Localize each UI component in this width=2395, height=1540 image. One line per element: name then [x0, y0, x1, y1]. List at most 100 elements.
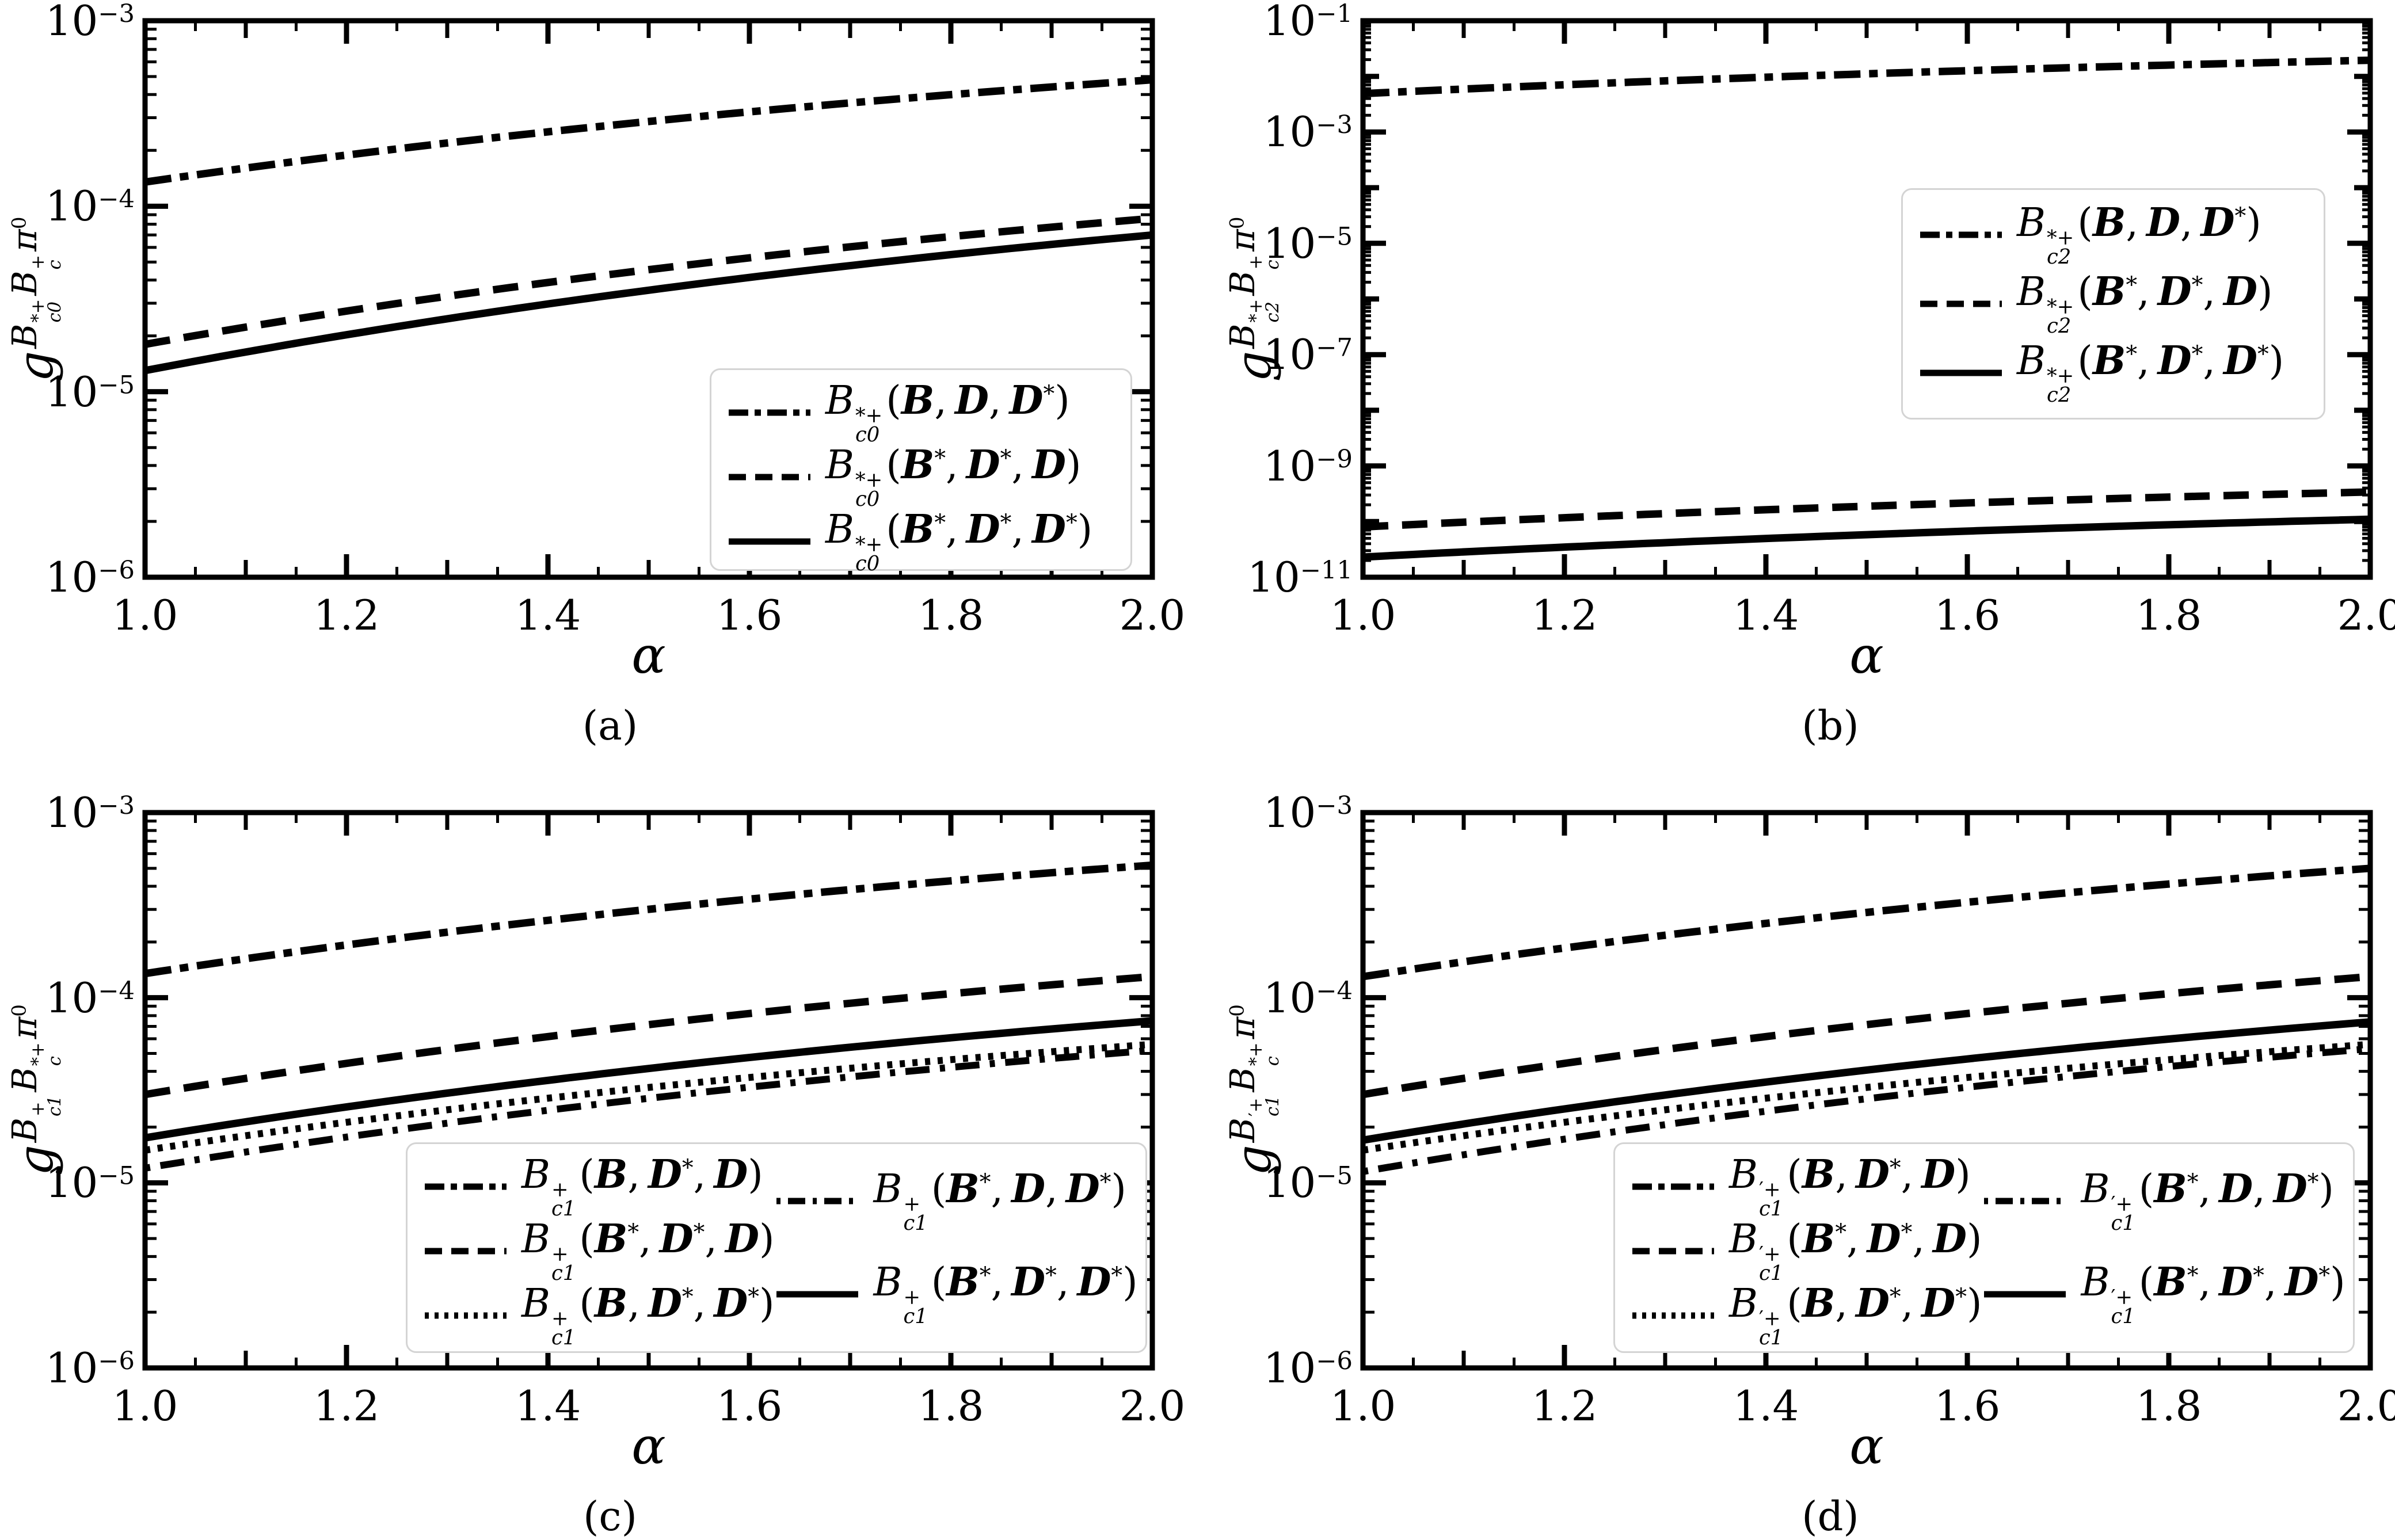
y-tick-label: 10−6: [1263, 1344, 1353, 1392]
legend-entry: B + c1 (B, D*, D): [422, 1154, 774, 1219]
legend-column: B ′+ c1 (B, D*, D) B ′+ c1 (B*, D*, D) B ′+ c1 (B, D*, D*…: [1630, 1152, 1982, 1348]
panel-d: [1360, 810, 2373, 1371]
legend-label: B ′+ c1 (B, D*, D): [1729, 1152, 1971, 1221]
legend-label: B ′+ c1 (B*, D*, D*): [2081, 1259, 2345, 1329]
legend-entry: B *+ c2 (B, D, D*): [1918, 200, 2309, 269]
legend-line-sample-dashed: [729, 474, 810, 481]
x-tick-label: 1.6: [716, 591, 783, 639]
y-tick-label: 10−3: [45, 0, 135, 45]
x-axis-label-a: α: [631, 626, 666, 685]
legend-label: B ′+ c1 (B, D*, D*): [1729, 1280, 1982, 1350]
y-tick-label: 10−6: [45, 553, 135, 601]
y-tick-label: 10−4: [1263, 973, 1353, 1022]
series-line-a-3: [144, 231, 1153, 375]
legend-entry: B *+ c2 (B*, D*, D): [1918, 269, 2309, 338]
legend-line-sample-dashed: [1920, 300, 2002, 307]
x-tick-label: 2.0: [1119, 1382, 1186, 1430]
subplot-caption-d: (d): [1802, 1493, 1859, 1540]
series-line-d-3: [1362, 1040, 2371, 1154]
legend-line-sample-dashdot: [1920, 231, 2002, 238]
series-line-c-2: [144, 973, 1153, 1099]
y-axis-label-c: g B + c1 B *+ c π0: [5, 1004, 65, 1176]
legend-line-sample-dotted: [425, 1312, 507, 1319]
y-tick-label: 10−3: [1263, 788, 1353, 837]
x-tick-label: 1.6: [716, 1382, 783, 1430]
y-tick-label: 10−5: [1263, 1158, 1353, 1207]
legend-label: B *+ c2 (B*, D*, D): [2017, 269, 2273, 338]
legend-line-sample-solid: [1920, 369, 2002, 376]
y-tick-label: 10−7: [1263, 330, 1353, 379]
legend-entry: B ′+ c1 (B, D*, D*): [1630, 1283, 1982, 1348]
y-tick-label: 10−5: [45, 1158, 135, 1207]
y-tick-label: 10−4: [45, 182, 135, 231]
legend-d: B ′+ c1 (B, D*, D) B ′+ c1 (B*, D*, D) B ′+ c1 (B, D*, D*…: [1613, 1142, 2355, 1353]
legend-label: B + c1 (B, D*, D*): [521, 1280, 775, 1350]
legend-label: B *+ c2 (B*, D*, D*): [2017, 338, 2284, 407]
legend-label: B *+ c2 (B, D, D*): [2017, 200, 2261, 269]
x-axis-label-b: α: [1849, 626, 1884, 685]
y-axis-label-b: g B *+ c2 B + c π0: [1223, 216, 1283, 382]
x-tick-label: 1.8: [917, 591, 984, 639]
x-tick-label: 1.0: [112, 591, 178, 639]
subplot-caption-c: (c): [583, 1493, 637, 1540]
legend-line-sample-dashdot: [425, 1183, 507, 1190]
x-tick-label: 2.0: [2337, 591, 2395, 639]
x-tick-label: 1.4: [1733, 591, 1799, 639]
x-tick-label: 1.8: [917, 1382, 984, 1430]
x-tick-label: 1.2: [313, 591, 380, 639]
x-tick-label: 1.2: [1531, 591, 1598, 639]
legend-entry: B *+ c0 (B*, D*, D): [726, 444, 1115, 509]
y-tick-label: 10−6: [45, 1344, 135, 1392]
legend-a: B *+ c0 (B, D, D*) B *+ c0 (B*, D*, D) B *+ c0 (B*, D*, D…: [710, 368, 1132, 576]
legend-label: B + c1 (B*, D*, D*): [873, 1259, 1138, 1329]
x-tick-label: 1.4: [515, 1382, 581, 1430]
legend-line-sample-dashdot: [729, 409, 810, 416]
legend-entry: B + c1 (B*, D, D*): [774, 1168, 1137, 1233]
legend-column: B ′+ c1 (B*, D, D*) B ′+ c1 (B*, D*, D*): [1982, 1154, 2345, 1341]
legend-label: B + c1 (B*, D*, D): [521, 1216, 775, 1286]
legend-column: B *+ c2 (B, D, D*) B *+ c2 (B*, D*, D) B *+ c2 (B*, D*, D…: [1918, 200, 2309, 407]
y-tick-label: 10−11: [1247, 553, 1353, 601]
x-tick-label: 1.4: [515, 591, 581, 639]
legend-c: B + c1 (B, D*, D) B + c1 (B*, D*, D) B + c1 (B, D*, D*) B +…: [406, 1142, 1147, 1353]
y-tick-label: 10−1: [1263, 0, 1353, 45]
x-tick-label: 1.2: [1531, 1382, 1598, 1430]
legend-column: B + c1 (B*, D, D*) B + c1 (B*, D*, D*): [774, 1154, 1138, 1341]
legend-entry: B ′+ c1 (B*, D, D*): [1982, 1166, 2345, 1236]
series-line-d-5: [1362, 1018, 2371, 1144]
legend-line-sample-solid: [1984, 1291, 2066, 1298]
subplot-caption-a: (a): [582, 702, 638, 749]
legend-entry: B *+ c2 (B*, D*, D*): [1918, 338, 2309, 407]
panel-b: [1360, 18, 2373, 580]
y-tick-label: 10−3: [1263, 108, 1353, 157]
y-tick-label: 10−5: [45, 367, 135, 416]
series-line-b-1: [1362, 56, 2371, 98]
legend-line-sample-dashed: [1632, 1248, 1714, 1255]
y-tick-label: 10−4: [45, 973, 135, 1022]
legend-line-sample-dashdot2: [776, 1198, 859, 1204]
panel-a: [142, 18, 1155, 580]
legend-line-sample-dashed: [425, 1248, 507, 1255]
panel-c: [142, 810, 1155, 1371]
x-tick-label: 1.0: [1330, 591, 1396, 639]
legend-label: B ′+ c1 (B*, D, D*): [2081, 1166, 2334, 1236]
y-axis-label-d: g B ′+ c1 B *+ c π0: [1223, 1004, 1283, 1176]
x-axis-label-d: α: [1849, 1416, 1884, 1476]
series-line-d-4: [1362, 1045, 2371, 1175]
legend-line-sample-dotted: [1632, 1312, 1714, 1319]
axes-ticks-b: [1360, 18, 2373, 580]
series-line-c-5: [144, 1017, 1153, 1142]
y-tick-label: 10−3: [45, 788, 135, 837]
x-tick-label: 1.6: [1934, 1382, 2001, 1430]
series-line-b-2: [1362, 488, 2371, 531]
legend-entry: B + c1 (B*, D*, D): [422, 1216, 775, 1286]
y-axis-label-a: g B *+ c0 B + c π0: [5, 216, 65, 382]
series-line-a-1: [144, 76, 1153, 186]
y-tick-label: 10−9: [1263, 441, 1353, 490]
x-tick-label: 1.8: [2135, 1382, 2202, 1430]
x-tick-label: 2.0: [1119, 591, 1186, 639]
series-line-d-1: [1362, 864, 2371, 981]
legend-label: B *+ c0 (B*, D*, D*): [825, 506, 1093, 576]
